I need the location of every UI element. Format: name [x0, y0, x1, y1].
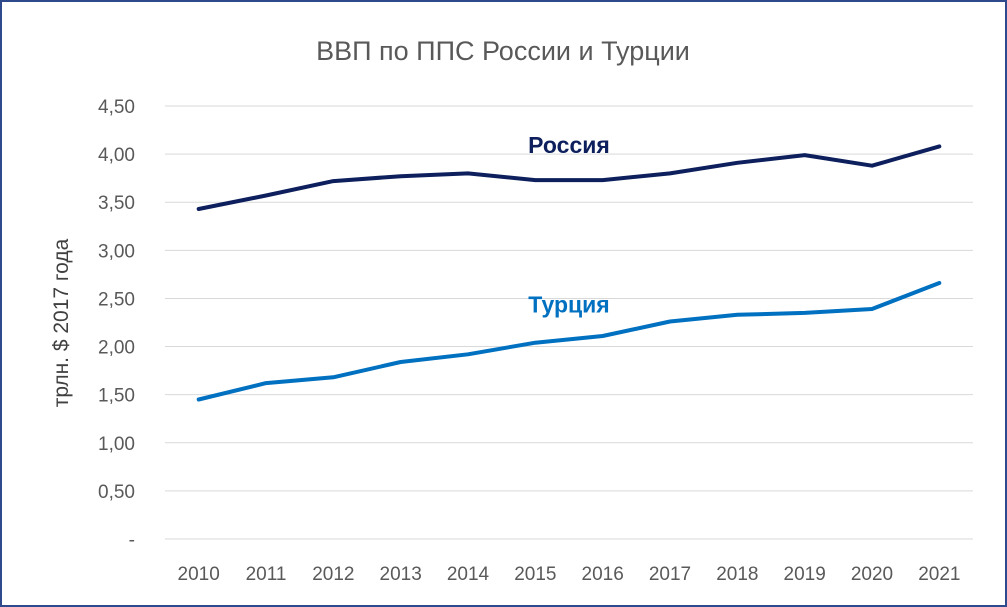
- y-tick-label: 4,00: [98, 145, 135, 166]
- gridlines: [165, 105, 973, 540]
- x-tick-label: 2011: [246, 564, 287, 585]
- x-tick-label: 2014: [447, 564, 490, 585]
- y-tick-label: -: [129, 530, 135, 551]
- y-tick-label: 2,00: [98, 338, 135, 359]
- x-tick-label: 2020: [851, 564, 893, 585]
- x-axis-ticks: 2010 2011 2012 2013 2014 2015 2016 2017 2018 2019…: [178, 564, 961, 585]
- y-tick-label: 3,00: [98, 241, 135, 262]
- x-tick-label: 2016: [582, 564, 624, 585]
- y-tick-label: 3,50: [98, 193, 135, 214]
- y-axis-label: трлн. $ 2017 года: [50, 238, 73, 407]
- x-tick-label: 2017: [649, 564, 691, 585]
- x-tick-label: 2010: [178, 564, 220, 585]
- y-tick-label: 1,00: [98, 434, 135, 455]
- series-lines: [196, 144, 942, 402]
- x-tick-label: 2013: [380, 564, 422, 585]
- series-line-1: [196, 144, 942, 211]
- y-tick-label: 0,50: [98, 482, 135, 503]
- x-tick-label: 2021: [918, 564, 960, 585]
- series-labels: Россия Турция: [528, 132, 610, 317]
- series-line-2: [196, 281, 942, 402]
- chart-title: ВВП по ППС России и Турции: [316, 36, 690, 66]
- y-axis-ticks: - 0,50 1,00 1,50 2,00 2,50 3,00 3,50 4,00 4,50: [98, 97, 135, 551]
- x-tick-label: 2018: [716, 564, 758, 585]
- y-tick-label: 1,50: [98, 386, 135, 407]
- series-label-1: Россия: [528, 132, 610, 158]
- series-label-2: Турция: [528, 291, 609, 317]
- x-tick-label: 2012: [312, 564, 354, 585]
- x-tick-label: 2019: [784, 564, 826, 585]
- y-tick-label: 4,50: [98, 97, 135, 118]
- y-tick-label: 2,50: [98, 289, 135, 310]
- x-tick-label: 2015: [514, 564, 556, 585]
